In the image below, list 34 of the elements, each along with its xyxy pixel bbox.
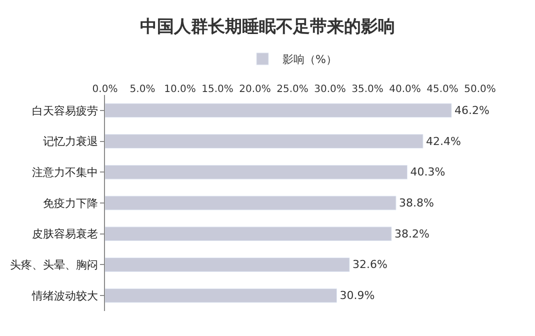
y-tick-label: 白天容易疲劳	[32, 104, 98, 118]
data-label: 40.3%	[410, 166, 446, 179]
x-tick-label: 5.0%	[130, 84, 156, 95]
x-tick-label: 40.0%	[389, 84, 421, 95]
y-tick-label: 皮肤容易衰老	[32, 228, 98, 241]
data-label: 38.2%	[394, 227, 430, 240]
bar	[105, 164, 408, 180]
chart-title: 中国人群长期睡眠不足带来的影响	[140, 17, 395, 38]
y-tick-label: 情绪波动较大	[30, 289, 98, 302]
x-tick-label: 0.0%	[92, 84, 118, 95]
x-tick-label: 45.0%	[426, 84, 458, 95]
data-label: 30.9%	[340, 289, 375, 302]
legend-label: 影响（%）	[282, 53, 337, 66]
bar	[105, 226, 392, 242]
y-tick-label: 记忆力衰退	[42, 135, 98, 148]
data-label: 46.2%	[454, 104, 490, 117]
x-tick-label: 15.0%	[202, 84, 234, 95]
x-tick-label: 20.0%	[239, 84, 271, 95]
x-tick-label: 25.0%	[276, 84, 308, 95]
x-tick-label: 50.0%	[464, 84, 496, 95]
x-tick-label: 10.0%	[164, 84, 196, 95]
bar	[105, 258, 350, 272]
x-tick-label: 30.0%	[314, 84, 346, 95]
y-tick-label: 注意力不集中	[32, 166, 98, 179]
y-tick-label: 头疼、头晕、胸闷	[10, 258, 98, 272]
y-tick-label: 免疫力下降	[42, 196, 98, 210]
bar	[105, 196, 396, 210]
bar	[105, 288, 337, 303]
x-tick-label: 35.0%	[352, 84, 384, 95]
bar	[105, 134, 424, 148]
data-label: 32.6%	[352, 258, 388, 272]
bar	[105, 103, 452, 118]
data-label: 42.4%	[426, 134, 461, 148]
data-label: 38.8%	[399, 196, 434, 210]
